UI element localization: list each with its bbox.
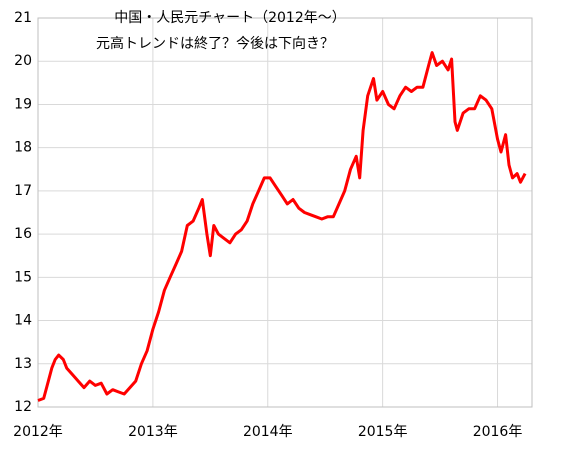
data-line	[37, 51, 527, 402]
y-tick-label: 17	[14, 183, 32, 199]
y-tick-label: 20	[14, 53, 32, 69]
x-tick-label: 2012年	[13, 424, 63, 440]
y-tick-label: 14	[14, 313, 32, 329]
chart-title: 中国・人民元チャート（2012年～）	[114, 10, 346, 26]
y-tick-label: 16	[14, 226, 32, 242]
plot: 12 13 14 15 16 17 18 19 20 21 2012年 2013年 2014年 2015年…	[13, 10, 533, 440]
x-tick-label: 2014年	[243, 424, 293, 440]
chart-subtitle: 元高トレンドは終了？今後は下向き？	[96, 35, 334, 52]
y-tick-label: 19	[14, 96, 32, 112]
y-tick-label: 13	[14, 356, 32, 372]
y-tick-label: 21	[14, 10, 32, 26]
y-tick-label: 12	[14, 399, 32, 415]
plot-frame	[37, 17, 533, 408]
y-tick-label: 15	[14, 269, 32, 285]
x-tick-label: 2016年	[473, 424, 523, 440]
x-tick-label: 2015年	[358, 424, 408, 440]
x-tick-label: 2013年	[128, 424, 178, 440]
y-tick-label: 18	[14, 140, 32, 156]
